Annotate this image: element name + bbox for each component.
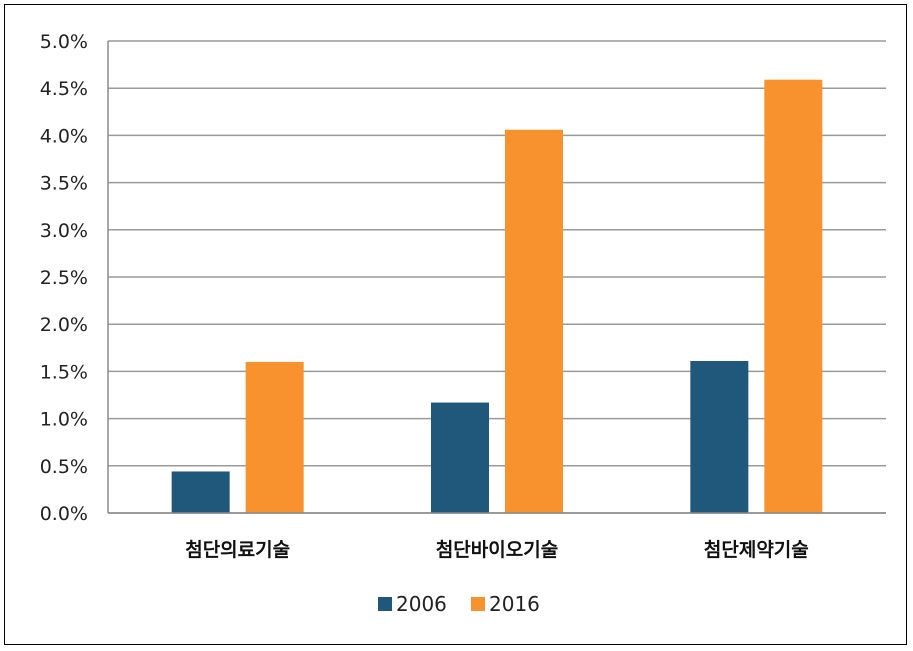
bar-series2-cat3: [764, 79, 823, 513]
bar-series1-cat3: [690, 361, 749, 513]
legend-swatch: [378, 597, 392, 611]
y-tick-label: 0.5%: [40, 456, 88, 478]
y-tick-label: 0.0%: [40, 503, 88, 525]
bar-chart: 0.0% 0.5% 1.0% 1.5% 2.0% 2.5% 3.0% 3.5% 4.0% 4.5%…: [40, 31, 886, 616]
x-category-label: 첨단바이오기술: [436, 539, 558, 561]
y-tick-label: 5.0%: [40, 31, 88, 53]
x-category-label: 첨단제약기술: [704, 539, 809, 561]
x-axis: 첨단의료기술 첨단바이오기술 첨단제약기술: [108, 512, 886, 561]
legend-label: 2006: [396, 592, 447, 616]
y-tick-label: 3.5%: [40, 173, 88, 195]
legend-label: 2016: [489, 592, 540, 616]
x-category-label: 첨단의료기술: [185, 539, 290, 561]
bar-series1-cat2: [431, 402, 489, 513]
legend: 2006 2016: [378, 592, 540, 616]
bar-series2-cat2: [505, 129, 563, 513]
y-tick-label: 1.0%: [40, 409, 88, 431]
y-tick-label: 3.0%: [40, 220, 88, 242]
bar-series1-cat1: [171, 471, 230, 513]
y-axis: 0.0% 0.5% 1.0% 1.5% 2.0% 2.5% 3.0% 3.5% 4.0% 4.5%…: [40, 31, 109, 525]
bar-series2-cat1: [245, 361, 304, 513]
y-tick-label: 4.5%: [40, 78, 88, 100]
legend-swatch: [471, 597, 485, 611]
gridlines: [108, 40, 886, 514]
chart-frame: 0.0% 0.5% 1.0% 1.5% 2.0% 2.5% 3.0% 3.5% 4.0% 4.5%…: [4, 4, 907, 645]
bars: [171, 79, 823, 513]
y-tick-label: 2.5%: [40, 267, 88, 289]
y-tick-label: 1.5%: [40, 361, 88, 383]
y-tick-label: 4.0%: [40, 125, 88, 147]
y-tick-label: 2.0%: [40, 314, 88, 336]
